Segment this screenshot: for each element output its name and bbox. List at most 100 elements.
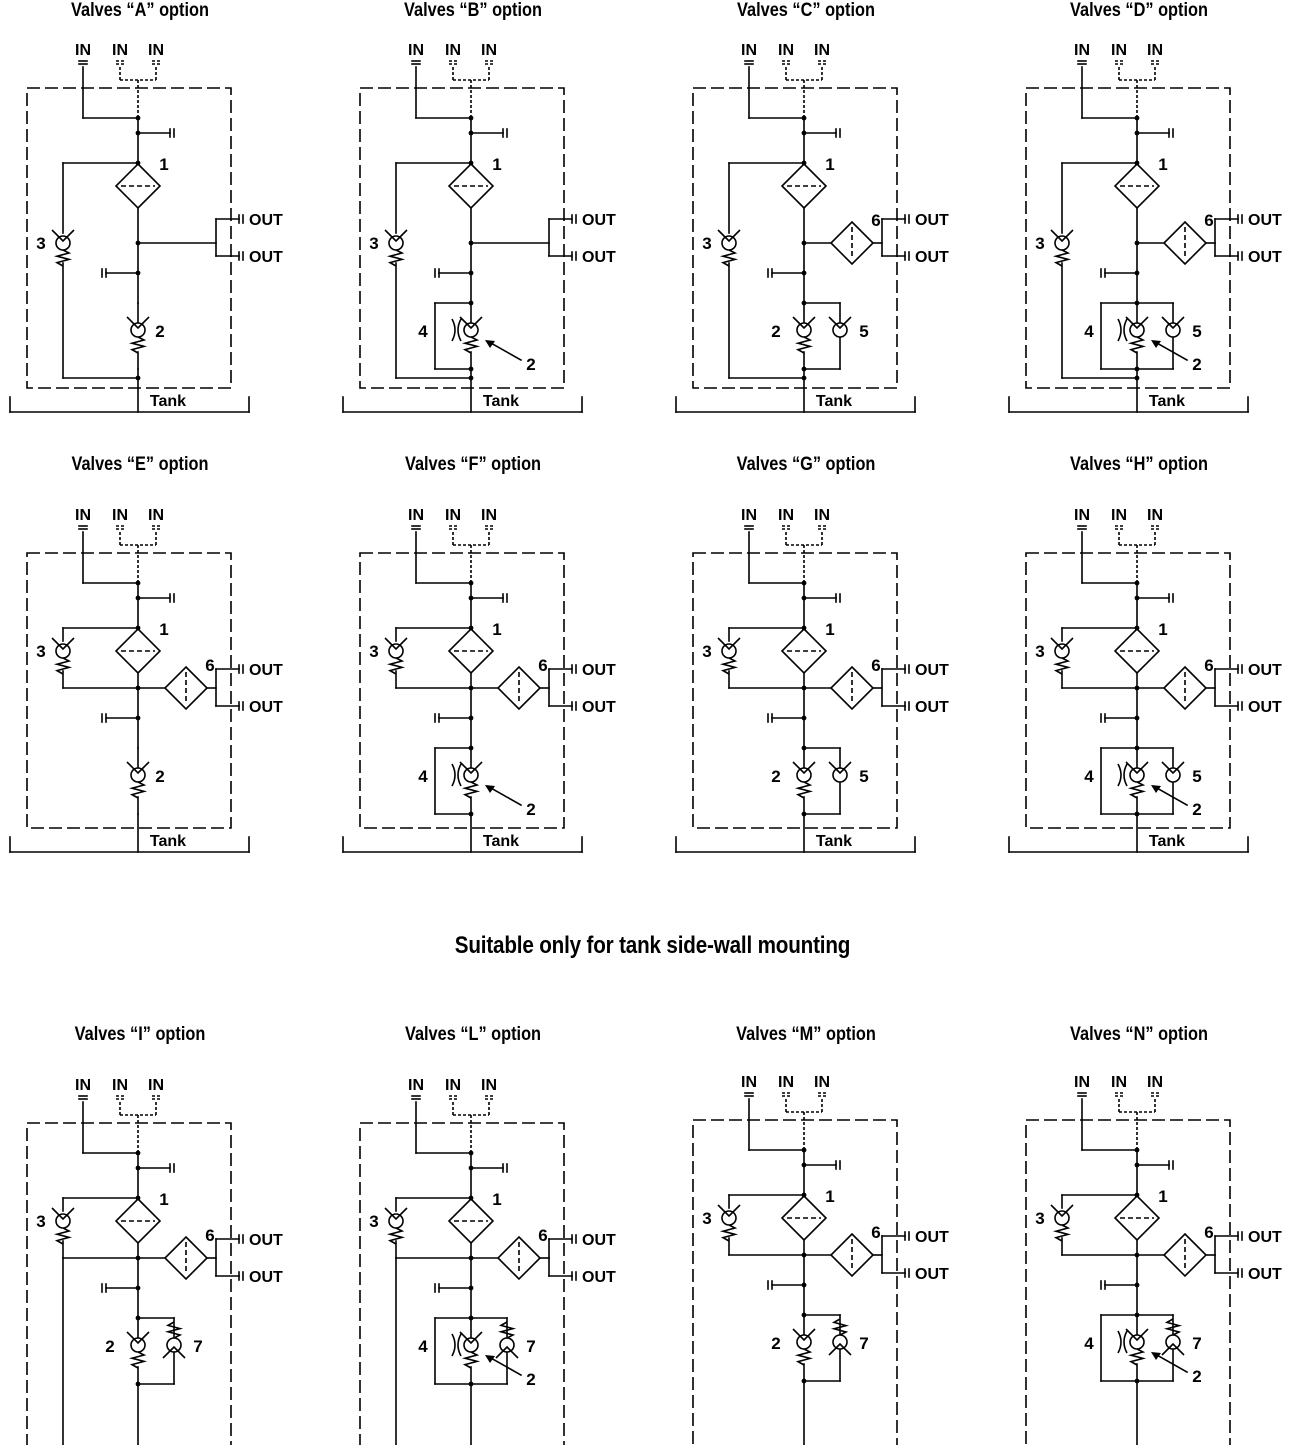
in-port-label: IN [778, 42, 794, 59]
component-label-1: 1 [825, 620, 834, 639]
tank-label: Tank [1149, 393, 1185, 410]
component-label-6: 6 [871, 1223, 880, 1242]
component-label-1: 1 [1158, 1187, 1167, 1206]
component-label-5: 5 [1192, 322, 1201, 341]
diagram-title: Valves “I” option [75, 1023, 206, 1044]
diagram-title: Valves “C” option [737, 0, 875, 20]
manifold-boundary [27, 1123, 231, 1445]
component-label-1: 1 [492, 155, 501, 174]
filter-element-icon [1164, 667, 1206, 709]
check-valve-icon [718, 638, 740, 674]
check-valve-icon [52, 1208, 74, 1244]
orifice-icon [452, 1334, 455, 1356]
component-label-2: 2 [771, 1334, 780, 1353]
valve-diagram: Valves “D” optionIN IN IN136 OUTOUT4 52Tank [1009, 0, 1282, 412]
valve-diagram: Valves “B” optionIN IN IN13OUTOUT42Tank [343, 0, 616, 412]
valve-diagram: Valves “H” option IN IN IN 1 3 6 OUT OUT 4 5 2 Tank [1009, 453, 1282, 852]
valve-diagram: Valves “I” optionINININ136OUTOUT72Tank [10, 1023, 283, 1445]
filter-element-icon [1164, 1234, 1206, 1276]
check-valve-icon [496, 1322, 518, 1358]
diagram-title: Valves “G” option [737, 453, 876, 474]
in-port-label: IN [814, 42, 830, 59]
out-port-label: OUT [582, 249, 616, 266]
check-valve-icon [385, 638, 407, 674]
diagram-title: Valves “E” option [72, 453, 209, 474]
component-label-6: 6 [1204, 1223, 1213, 1242]
check-valve-icon [127, 762, 149, 798]
component-label-7: 7 [859, 1334, 868, 1353]
check-valve-icon [1051, 638, 1073, 674]
manifold-boundary [693, 1120, 897, 1445]
out-port-label: OUT [582, 212, 616, 229]
in-port-label: IN [778, 1074, 794, 1091]
component-label-6: 6 [538, 1226, 547, 1245]
component-label-3: 3 [702, 642, 711, 661]
component-label-1: 1 [159, 1190, 168, 1209]
filter-element-icon [1115, 1196, 1159, 1240]
in-port-label: IN [741, 507, 757, 524]
in-port-label: IN [741, 1074, 757, 1091]
check-valve-icon [1126, 762, 1148, 798]
in-port-label: IN [75, 1077, 91, 1094]
check-valve-icon [52, 638, 74, 674]
component-label-6: 6 [205, 1226, 214, 1245]
filter-element-icon [1164, 222, 1206, 264]
in-port-label: IN [1111, 507, 1127, 524]
component-label-3: 3 [369, 642, 378, 661]
valve-diagram: Valves “M” optionINININ136OUTOUT72Tank [676, 1023, 949, 1445]
component-label-3: 3 [369, 234, 378, 253]
component-label-5: 5 [859, 322, 868, 341]
check-valve-icon [793, 317, 815, 353]
in-port-label: IN [778, 507, 794, 524]
out-port-label: OUT [582, 699, 616, 716]
out-port-label: OUT [1248, 249, 1282, 266]
in-port-label: IN [112, 42, 128, 59]
component-label-2: 2 [105, 1337, 114, 1356]
out-port-label: OUT [1248, 212, 1282, 229]
in-port-label: IN [445, 507, 461, 524]
component-label-3: 3 [702, 234, 711, 253]
check-valve-icon [460, 762, 482, 798]
tank-label: Tank [150, 393, 186, 410]
component-label-1: 1 [159, 155, 168, 174]
component-label-6: 6 [871, 656, 880, 675]
diagram-title: Valves “F” option [405, 453, 541, 474]
diagram-title: Valves “M” option [736, 1023, 876, 1044]
check-valve-icon [385, 230, 407, 266]
component-label-1: 1 [825, 1187, 834, 1206]
check-valve-icon [163, 1322, 185, 1358]
out-port-label: OUT [915, 662, 949, 679]
component-label-2: 2 [155, 767, 164, 786]
filter-element-icon [116, 1199, 160, 1243]
orifice-icon [452, 764, 455, 786]
tank-label: Tank [483, 833, 519, 850]
check-valve-icon [718, 1205, 740, 1241]
component-label-6: 6 [1204, 656, 1213, 675]
in-port-label: IN [445, 42, 461, 59]
diagram-title: Valves “N” option [1070, 1023, 1208, 1044]
out-port-label: OUT [249, 662, 283, 679]
filter-element-icon [1115, 164, 1159, 208]
component-label-1: 1 [492, 620, 501, 639]
in-port-label: IN [75, 507, 91, 524]
valve-diagram: Valves “E” optionIN IN IN136 OUTOUT2Tank [10, 453, 283, 852]
valve-diagram: Valves “N” optionINININ136OUTOUT472Tank [1009, 1023, 1282, 1445]
filter-element-icon [449, 629, 493, 673]
in-port-label: IN [112, 507, 128, 524]
out-port-label: OUT [582, 662, 616, 679]
valve-diagram: Valves “L” optionINININ136OUTOUT472Tank [343, 1023, 616, 1445]
component-label-2: 2 [526, 355, 535, 374]
out-port-label: OUT [915, 1229, 949, 1246]
manifold-boundary [360, 1123, 564, 1445]
in-port-label: IN [75, 42, 91, 59]
tank-label: Tank [483, 393, 519, 410]
orifice-icon [1118, 1331, 1121, 1353]
out-port-label: OUT [1248, 1229, 1282, 1246]
check-valve-icon [793, 1329, 815, 1365]
out-port-label: OUT [915, 1266, 949, 1283]
filter-element-icon [831, 1234, 873, 1276]
diagram-title: Valves “D” option [1070, 0, 1208, 20]
component-label-2: 2 [155, 322, 164, 341]
out-port-label: OUT [1248, 662, 1282, 679]
